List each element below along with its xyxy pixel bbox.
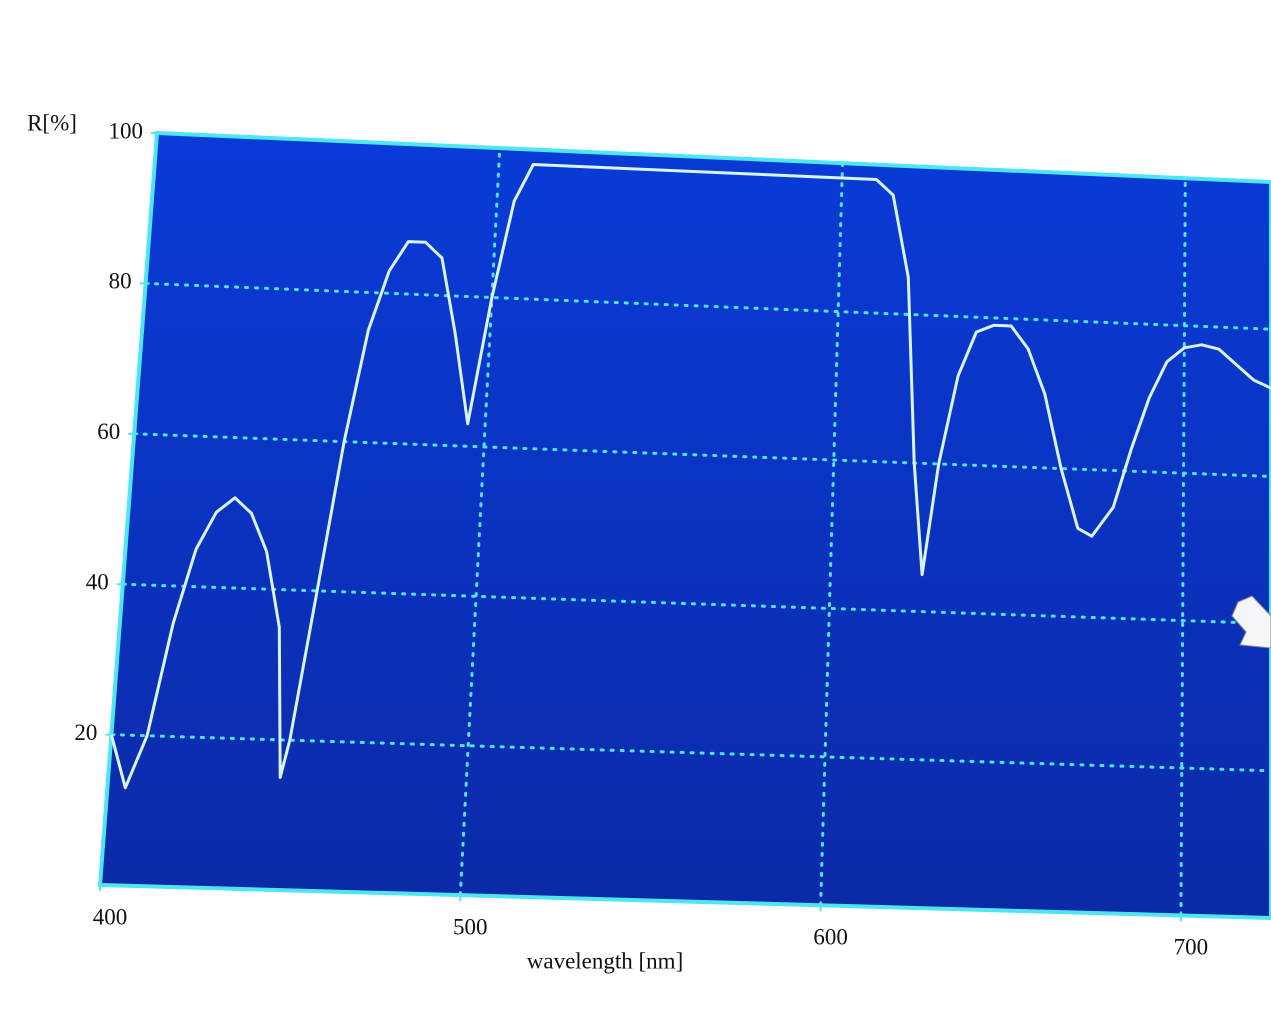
x-tick-label: 400 <box>93 904 128 929</box>
grid-line <box>121 582 1271 626</box>
grid-line <box>132 432 1271 478</box>
cursor-arrow <box>1231 595 1271 649</box>
grid-line <box>458 146 502 897</box>
x-axis-title: wavelength [nm] <box>527 948 683 973</box>
y-axis-title: R[%] <box>27 110 77 135</box>
grid <box>98 131 1271 922</box>
y-tick-label: 20 <box>74 720 97 745</box>
x-tick-label: 700 <box>1174 935 1209 960</box>
data-line <box>109 163 1271 790</box>
x-tick-label: 600 <box>813 925 848 950</box>
grid-line <box>155 131 1271 184</box>
y-tick-label: 100 <box>109 118 144 143</box>
plot <box>109 163 1271 790</box>
grid-line <box>819 161 845 907</box>
y-tick-label: 40 <box>86 569 109 594</box>
y-tick-label: 80 <box>109 269 132 294</box>
y-tick-label: 60 <box>97 419 120 444</box>
plot-area <box>97 130 1271 921</box>
x-tick-label: 500 <box>453 914 488 939</box>
grid-line <box>1179 176 1187 917</box>
grid-line <box>144 281 1271 331</box>
grid-line <box>109 733 1271 773</box>
